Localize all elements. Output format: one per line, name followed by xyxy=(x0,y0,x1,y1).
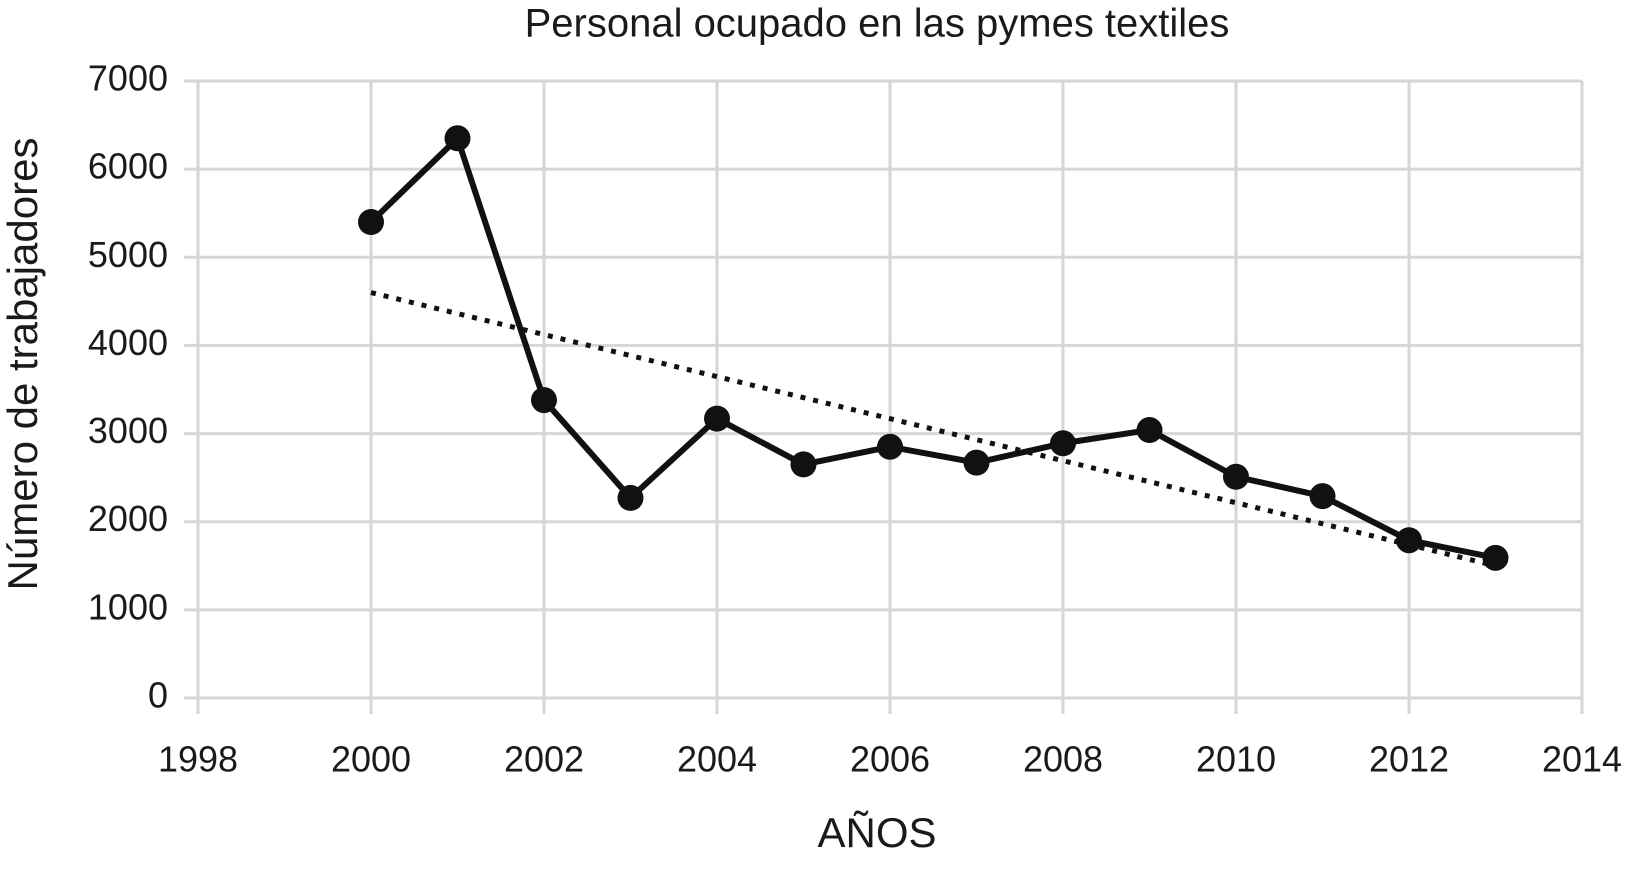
data-point xyxy=(877,433,903,460)
data-point xyxy=(617,484,644,511)
data-point xyxy=(1309,483,1336,510)
y-tick-label: 7000 xyxy=(88,58,168,99)
x-tick-label: 2010 xyxy=(1196,739,1276,780)
data-point xyxy=(704,405,730,432)
data-point xyxy=(531,387,557,414)
x-tick-label: 2014 xyxy=(1542,739,1622,780)
data-point xyxy=(790,451,817,478)
data-point xyxy=(358,209,384,236)
x-tick-label: 2002 xyxy=(504,739,584,780)
data-point xyxy=(963,449,990,476)
x-tick-label: 2000 xyxy=(331,739,411,780)
data-point xyxy=(1482,544,1509,571)
data-point xyxy=(1396,527,1422,554)
data-point xyxy=(1050,430,1076,457)
chart-title: Personal ocupado en las pymes textiles xyxy=(525,2,1230,46)
data-point xyxy=(444,125,471,152)
y-tick-label: 6000 xyxy=(88,146,168,187)
x-tick-label: 1998 xyxy=(158,739,238,780)
y-tick-label: 5000 xyxy=(88,234,168,275)
y-tick-label: 4000 xyxy=(88,322,168,363)
x-tick-label: 2012 xyxy=(1369,739,1449,780)
data-point xyxy=(1223,463,1249,490)
data-line xyxy=(368,135,1497,561)
data-point xyxy=(1136,417,1163,444)
x-tick-label: 2008 xyxy=(1023,739,1103,780)
trend-line xyxy=(370,290,1497,569)
y-tick-label: 2000 xyxy=(88,498,168,539)
x-axis-label: AÑOS xyxy=(817,809,936,856)
x-tick-label: 2006 xyxy=(850,739,930,780)
y-tick-label: 3000 xyxy=(88,410,168,451)
y-tick-label: 0 xyxy=(148,675,168,716)
y-axis-label: Número de trabajadores xyxy=(0,138,46,591)
y-tick-label: 1000 xyxy=(88,586,168,627)
x-tick-label: 2004 xyxy=(677,739,757,780)
